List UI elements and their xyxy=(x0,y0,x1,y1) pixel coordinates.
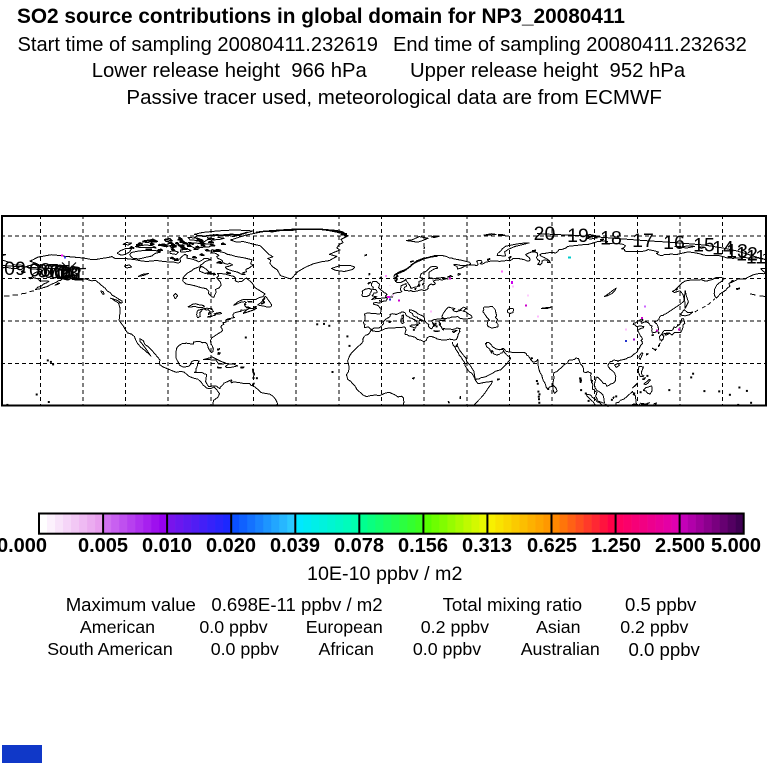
svg-text:14: 14 xyxy=(712,238,734,260)
svg-text:06: 06 xyxy=(43,261,65,283)
svg-text:11: 11 xyxy=(746,247,766,269)
svg-text:04: 04 xyxy=(54,262,76,284)
svg-text:08: 08 xyxy=(29,260,51,282)
svg-text:12: 12 xyxy=(736,244,758,266)
svg-text:17: 17 xyxy=(632,230,654,252)
svg-text:02: 02 xyxy=(60,263,82,285)
svg-text:01: 01 xyxy=(62,264,84,286)
svg-text:07: 07 xyxy=(37,261,59,283)
svg-text:13: 13 xyxy=(726,241,748,263)
svg-text:03: 03 xyxy=(57,263,79,285)
svg-text:09: 09 xyxy=(4,258,26,280)
svg-text:18: 18 xyxy=(600,228,622,250)
svg-text:20: 20 xyxy=(534,223,556,245)
svg-text:19: 19 xyxy=(567,225,589,247)
svg-text:05: 05 xyxy=(49,262,71,284)
svg-text:16: 16 xyxy=(663,232,685,254)
svg-text:15: 15 xyxy=(693,235,715,257)
